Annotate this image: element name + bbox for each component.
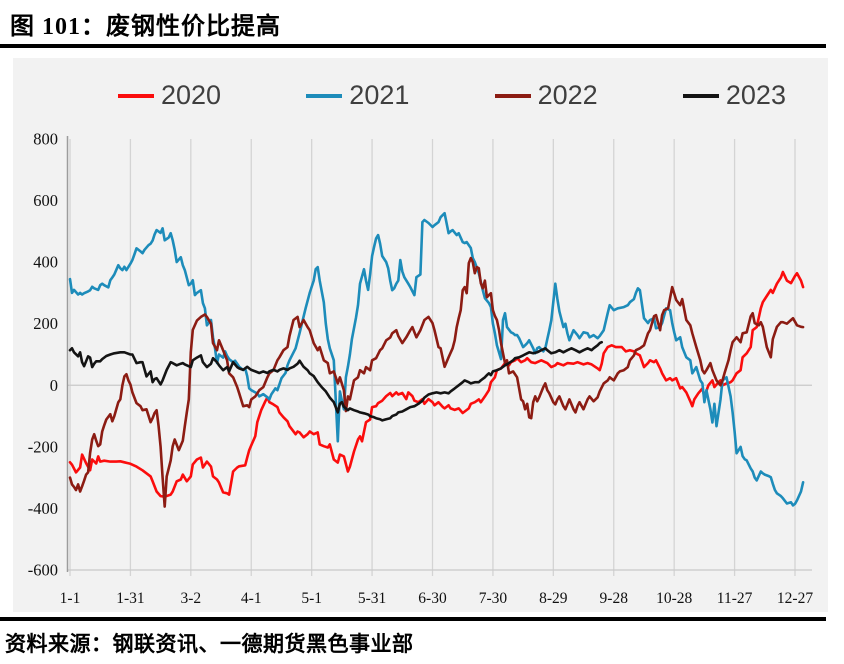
- svg-text:200: 200: [33, 314, 58, 333]
- legend-swatch-2021-icon: [306, 93, 343, 98]
- legend-swatch-2023-icon: [682, 93, 719, 98]
- legend-swatch-2022-icon: [494, 93, 531, 98]
- legend-item-2020: 2020: [118, 82, 221, 109]
- legend-item-2022: 2022: [494, 80, 598, 110]
- legend-label-2020: 2020: [161, 80, 222, 110]
- svg-text:4-1: 4-1: [241, 590, 262, 607]
- svg-text:9-28: 9-28: [600, 590, 629, 607]
- svg-text:600: 600: [33, 191, 58, 210]
- source-note: 资料来源：钢联资讯、一德期货黑色事业部: [5, 632, 414, 656]
- legend-label-2021: 2021: [349, 80, 410, 110]
- svg-text:0: 0: [50, 376, 58, 395]
- legend-label-2022: 2022: [537, 80, 598, 110]
- svg-text:-400: -400: [28, 499, 58, 518]
- svg-text:1-1: 1-1: [60, 590, 81, 607]
- figure-title: 图 101：废钢性价比提高: [10, 14, 281, 40]
- svg-text:5-31: 5-31: [358, 590, 386, 607]
- svg-text:-200: -200: [28, 437, 58, 456]
- svg-text:11-27: 11-27: [717, 590, 753, 607]
- svg-text:800: 800: [33, 130, 58, 149]
- svg-text:1-31: 1-31: [116, 590, 144, 607]
- chart-legend: 2020 2021 2022 2023: [118, 82, 786, 109]
- svg-text:3-2: 3-2: [180, 590, 201, 607]
- svg-text:6-30: 6-30: [418, 590, 447, 607]
- legend-swatch-2020-icon: [118, 93, 154, 98]
- svg-text:12-27: 12-27: [777, 590, 813, 607]
- svg-text:10-28: 10-28: [656, 590, 692, 607]
- legend-item-2023: 2023: [682, 80, 786, 110]
- legend-item-2021: 2021: [306, 82, 409, 109]
- svg-text:8-29: 8-29: [539, 590, 568, 607]
- svg-text:400: 400: [33, 253, 58, 272]
- svg-text:7-30: 7-30: [479, 590, 508, 607]
- legend-label-2023: 2023: [725, 80, 786, 110]
- svg-text:5-1: 5-1: [301, 590, 322, 607]
- svg-text:-600: -600: [28, 561, 58, 580]
- source-divider-rule: [0, 617, 826, 621]
- title-divider-rule: [0, 44, 826, 48]
